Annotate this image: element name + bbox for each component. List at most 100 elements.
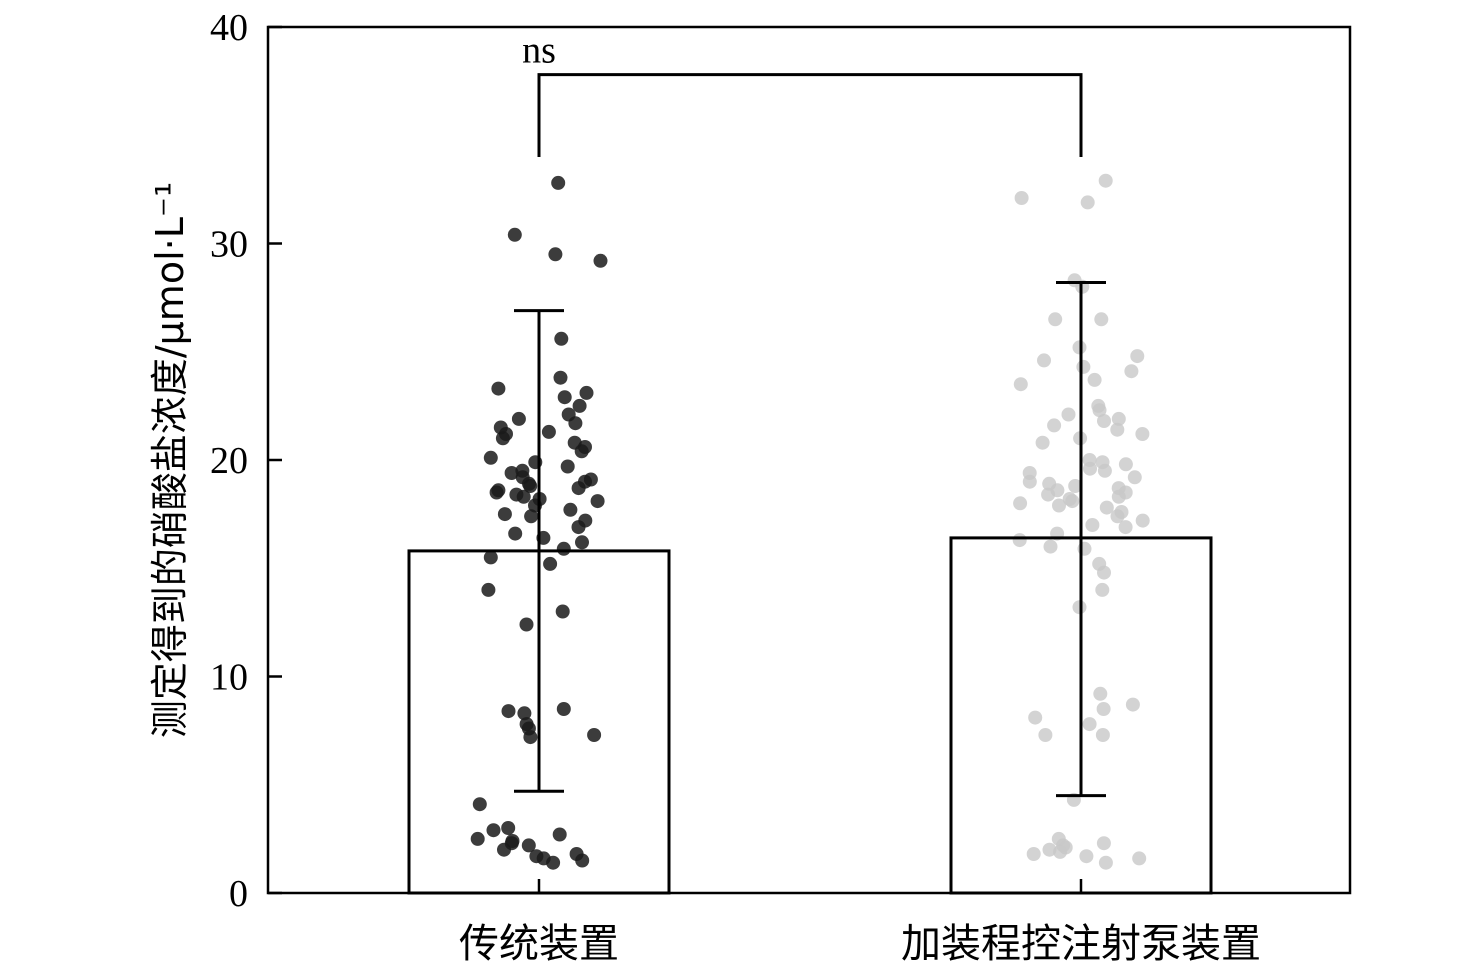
data-point (483, 450, 498, 465)
data-point (523, 479, 538, 493)
plot-area-frame (266, 25, 1352, 895)
data-point (1013, 496, 1028, 511)
y-axis-title: 测定得到的硝酸盐浓度/μmol·L⁻¹ (148, 182, 192, 738)
data-point (543, 556, 558, 571)
y-tick-label: 40 (210, 7, 248, 49)
data-point (483, 550, 498, 565)
data-point (1083, 461, 1097, 476)
y-tick-label: 20 (210, 440, 248, 482)
data-point (1111, 411, 1126, 426)
data-point (1111, 489, 1126, 504)
data-point (1098, 173, 1113, 188)
data-point (1096, 702, 1111, 716)
data-point (524, 509, 539, 524)
data-point (481, 582, 496, 597)
data-point (1124, 364, 1139, 379)
data-point (1068, 479, 1083, 493)
x-category-label: 传统装置 (459, 921, 619, 967)
data-point (553, 370, 568, 385)
significance-bracket (537, 73, 1083, 157)
data-point (1127, 470, 1142, 485)
data-point (1076, 359, 1091, 374)
data-point (1065, 494, 1080, 509)
data-point (497, 842, 511, 857)
data-point (1110, 509, 1125, 524)
data-point (486, 823, 501, 838)
data-point (1026, 847, 1041, 861)
data-point (517, 706, 532, 721)
x-axis: 传统装置 加装程控注射泵装置 (459, 879, 1261, 967)
y-tick-label: 30 (210, 224, 248, 266)
data-point (519, 617, 534, 632)
y-tick-label: 10 (210, 657, 248, 699)
data-point (491, 381, 506, 396)
data-point (516, 489, 531, 504)
significance-label: ns (522, 30, 556, 72)
data-point (1085, 518, 1100, 532)
data-point (1097, 463, 1112, 478)
error-bars-layer (514, 280, 1106, 798)
data-point (575, 535, 589, 550)
data-point (1094, 312, 1109, 327)
data-point (1079, 849, 1094, 864)
data-point (548, 247, 563, 262)
data-point (1052, 498, 1066, 513)
data-point (1080, 195, 1095, 210)
data-point (1012, 533, 1027, 548)
data-point (507, 227, 522, 242)
data-point (1125, 697, 1140, 712)
data-point (554, 331, 569, 346)
data-point (1053, 844, 1068, 859)
data-point (501, 704, 516, 719)
data-point (1061, 407, 1076, 422)
data-point (1037, 353, 1051, 368)
data-point (593, 253, 608, 268)
data-point (574, 444, 589, 459)
data-point (1038, 728, 1053, 742)
points-layer (470, 173, 1150, 870)
data-point (1135, 513, 1150, 528)
data-point (501, 821, 516, 835)
data-point (568, 416, 583, 431)
data-point (1014, 191, 1029, 205)
data-point (521, 838, 536, 853)
data-point (1095, 582, 1110, 597)
data-point (523, 730, 538, 745)
data-point (571, 520, 586, 535)
data-point (1047, 418, 1062, 433)
data-point (1042, 842, 1057, 857)
data-point (1097, 565, 1111, 580)
data-point (1130, 349, 1145, 364)
data-point (1041, 487, 1056, 502)
data-point (1035, 435, 1050, 450)
data-point (1028, 710, 1043, 725)
significance-layer: ns (522, 30, 1083, 157)
data-point (541, 424, 556, 439)
data-point (1013, 377, 1028, 392)
data-point (579, 385, 594, 400)
data-point (1095, 728, 1110, 742)
data-point (1093, 686, 1108, 701)
data-point (587, 728, 602, 742)
data-point (1098, 855, 1113, 870)
data-point (1097, 414, 1111, 428)
data-point (560, 459, 575, 474)
data-point (1099, 500, 1114, 515)
data-point (1043, 539, 1058, 554)
data-point (472, 797, 487, 812)
y-tick-label: 0 (229, 873, 248, 915)
data-point (504, 466, 519, 480)
data-point (489, 485, 504, 500)
data-point (470, 831, 485, 846)
data-point (1087, 372, 1102, 387)
data-point (572, 398, 587, 413)
data-point (508, 526, 523, 541)
data-point (1096, 836, 1111, 851)
x-category-label: 加装程控注射泵装置 (901, 921, 1261, 967)
data-point (575, 853, 590, 868)
data-point (546, 855, 561, 870)
data-point (555, 604, 570, 619)
data-point (495, 431, 510, 446)
data-point (563, 502, 578, 517)
